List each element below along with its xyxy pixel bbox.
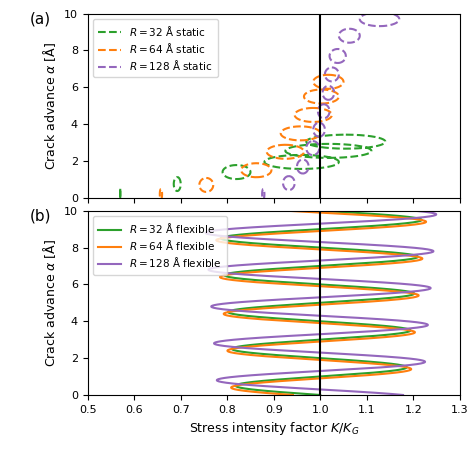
Line: $R = 128$ Å flexible: $R = 128$ Å flexible (206, 211, 436, 395)
Y-axis label: Crack advance $\alpha$ [Å]: Crack advance $\alpha$ [Å] (41, 239, 58, 367)
$R = 64$ Å static (264, 149, 270, 154)
$R = 128$ Å static (315, 120, 320, 126)
$R = 64$ Å flexible (341, 322, 346, 327)
$R = 32$ Å static (342, 132, 348, 138)
$R = 128$ Å static (283, 174, 289, 180)
$R = 128$ Å flexible (345, 241, 351, 246)
$R = 128$ Å static (314, 151, 320, 156)
$R = 64$ Å flexible (287, 282, 293, 287)
Legend: $R = 32$ Å static, $R = 64$ Å static, $R = 128$ Å static: $R = 32$ Å static, $R = 64$ Å static, $R… (93, 19, 218, 78)
$R = 64$ Å flexible (284, 208, 290, 213)
$R = 32$ Å static (118, 196, 123, 201)
$R = 32$ Å flexible (318, 282, 324, 287)
$R = 32$ Å flexible (221, 272, 227, 278)
Line: $R = 32$ Å flexible: $R = 32$ Å flexible (221, 211, 422, 395)
$R = 128$ Å flexible (425, 322, 430, 327)
Y-axis label: Crack advance $\alpha$ [Å]: Crack advance $\alpha$ [Å] (41, 42, 58, 170)
Legend: $R = 32$ Å flexible, $R = 64$ Å flexible, $R = 128$ Å flexible: $R = 32$ Å flexible, $R = 64$ Å flexible… (93, 216, 228, 275)
$R = 32$ Å static (353, 132, 358, 138)
X-axis label: Stress intensity factor $K/K_G$: Stress intensity factor $K/K_G$ (189, 420, 359, 437)
$R = 32$ Å flexible (318, 392, 323, 398)
Line: $R = 64$ Å static: $R = 64$ Å static (160, 75, 344, 199)
$R = 128$ Å flexible (251, 272, 257, 278)
$R = 32$ Å flexible (414, 255, 420, 260)
$R = 64$ Å flexible (418, 255, 423, 260)
Text: (b): (b) (30, 209, 52, 224)
$R = 128$ Å flexible (372, 255, 378, 260)
$R = 64$ Å flexible (341, 359, 347, 364)
$R = 128$ Å flexible (411, 208, 417, 213)
$R = 64$ Å flexible (229, 241, 235, 246)
$R = 64$ Å static (305, 119, 311, 124)
$R = 64$ Å static (201, 176, 207, 181)
$R = 32$ Å static (329, 145, 335, 151)
$R = 128$ Å flexible (422, 359, 428, 364)
$R = 64$ Å static (315, 134, 320, 140)
$R = 32$ Å static (247, 169, 253, 175)
$R = 32$ Å static (343, 132, 349, 138)
$R = 32$ Å flexible (254, 241, 260, 246)
Line: $R = 32$ Å static: $R = 32$ Å static (120, 135, 385, 198)
$R = 128$ Å static (316, 105, 321, 111)
$R = 64$ Å flexible (222, 272, 228, 278)
$R = 128$ Å flexible (400, 392, 406, 398)
$R = 64$ Å static (158, 197, 164, 202)
Line: $R = 128$ Å static: $R = 128$ Å static (262, 12, 399, 199)
$R = 32$ Å flexible (366, 322, 372, 327)
$R = 64$ Å flexible (290, 392, 296, 398)
$R = 32$ Å flexible (318, 208, 323, 213)
$R = 32$ Å flexible (365, 359, 371, 364)
$R = 32$ Å static (279, 153, 284, 159)
Text: (a): (a) (30, 12, 51, 27)
$R = 64$ Å static (295, 138, 301, 143)
$R = 128$ Å static (259, 191, 265, 197)
$R = 128$ Å static (260, 197, 266, 202)
$R = 64$ Å static (328, 110, 334, 116)
Line: $R = 64$ Å flexible: $R = 64$ Å flexible (216, 211, 426, 395)
$R = 32$ Å static (173, 188, 179, 193)
$R = 128$ Å static (377, 24, 383, 29)
$R = 128$ Å static (311, 130, 317, 136)
$R = 64$ Å static (326, 72, 331, 78)
$R = 128$ Å flexible (408, 282, 413, 287)
